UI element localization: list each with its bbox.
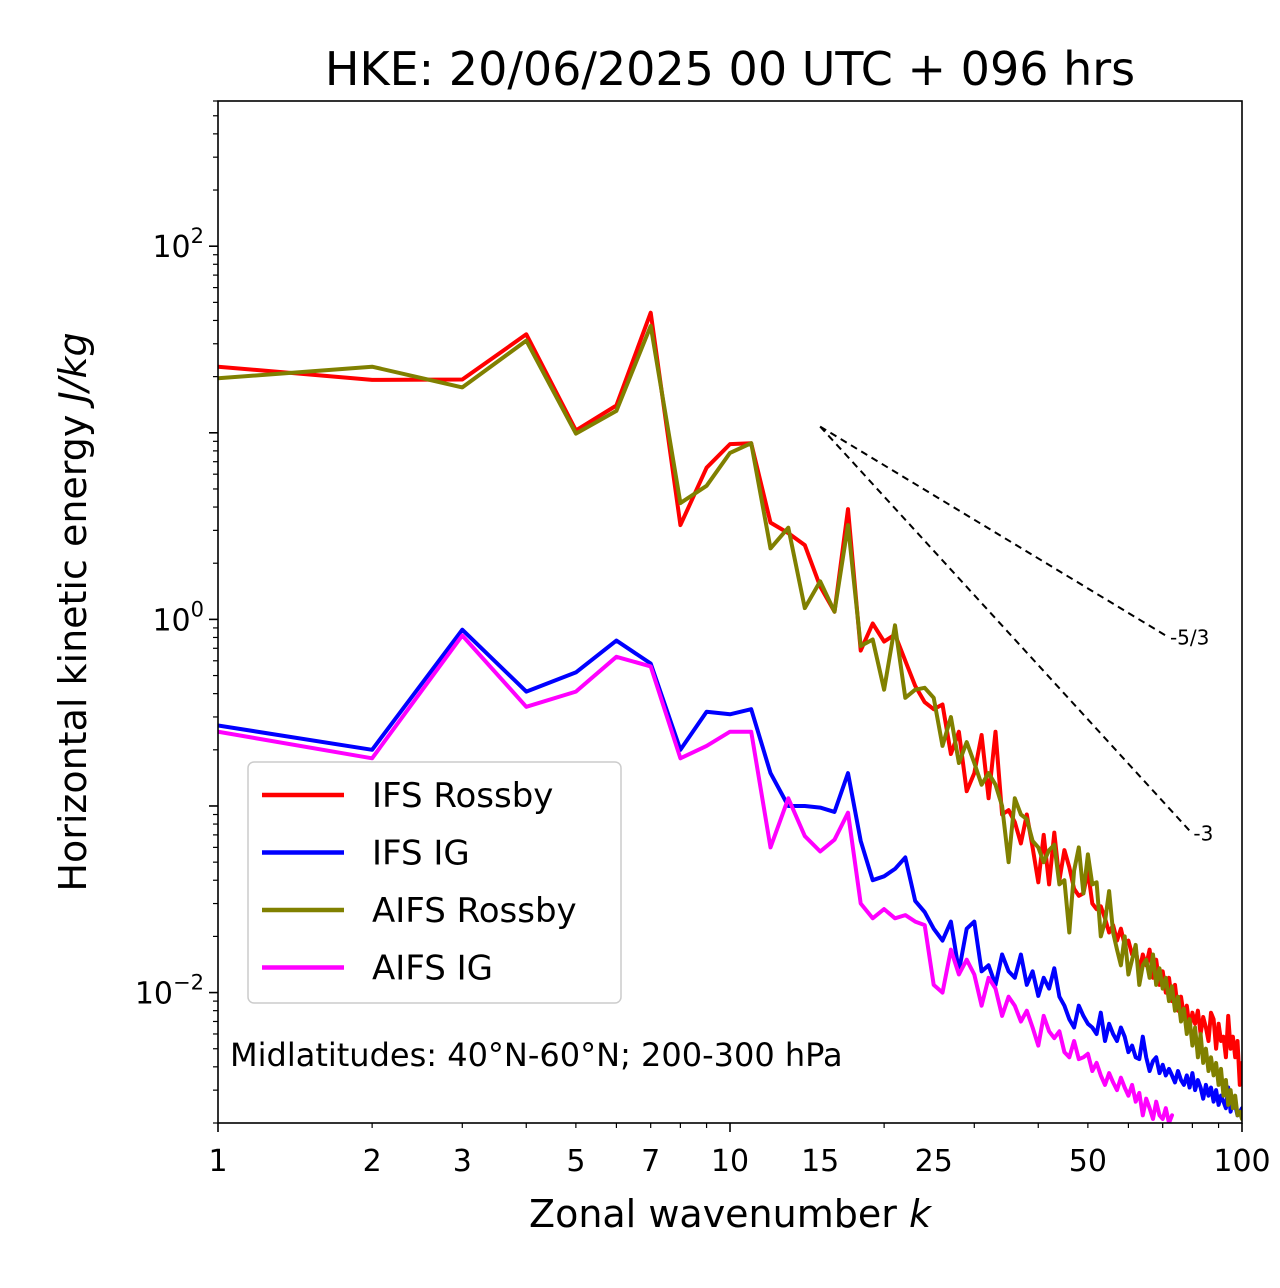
x-tick-label: 2 [363, 1144, 382, 1179]
legend-label: AIFS IG [372, 949, 493, 989]
x-axis-label: Zonal wavenumber k [529, 1192, 933, 1236]
series-line-aifs-ig [218, 633, 1174, 1123]
y-tick-label: 100 [152, 597, 204, 638]
x-tick-label: 50 [1069, 1144, 1107, 1179]
y-axis-label: Horizontal kinetic energy J/kg [51, 332, 95, 891]
axis-ticks [209, 100, 1243, 1132]
y-tick-label: 102 [152, 224, 204, 265]
legend-label: IFS IG [372, 834, 470, 874]
x-tick-label: 7 [641, 1144, 660, 1179]
reference-slope-line [819, 425, 1170, 639]
legend: IFS Rossby IFS IG AIFS Rossby AIFS IG [247, 761, 622, 1004]
x-tick-labels: 1 2 3 5 7 10 15 25 50 100 [208, 1144, 1270, 1179]
series-layer [218, 310, 1242, 1123]
legend-label: AIFS Rossby [372, 891, 577, 931]
x-tick-label: 10 [711, 1144, 749, 1179]
y-tick-labels: 10−2 100 102 [135, 224, 204, 1011]
x-tick-label: 5 [566, 1144, 585, 1179]
legend-label: IFS Rossby [372, 776, 553, 816]
x-tick-label: 15 [801, 1144, 839, 1179]
series-line-aifs-rossby [218, 323, 1242, 1121]
x-tick-label: 1 [208, 1144, 227, 1179]
x-tick-label: 3 [453, 1144, 472, 1179]
x-tick-label: 100 [1213, 1144, 1270, 1179]
legend-box [247, 761, 622, 1004]
region-annotation: Midlatitudes: 40°N-60°N; 200-300 hPa [230, 1036, 843, 1074]
reference-slope-line [819, 425, 1194, 835]
plot-frame [217, 100, 1243, 1124]
reference-slope-label: -5/3 [1170, 625, 1209, 649]
x-tick-label: 25 [915, 1144, 953, 1179]
y-tick-label: 10−2 [135, 971, 204, 1012]
reference-slope-label: -3 [1193, 822, 1213, 846]
series-line-ifs-ig [218, 627, 1242, 1118]
reference-lines: -5/3 -3 [819, 425, 1213, 846]
chart-title: HKE: 20/06/2025 00 UTC + 096 hrs [325, 42, 1135, 96]
